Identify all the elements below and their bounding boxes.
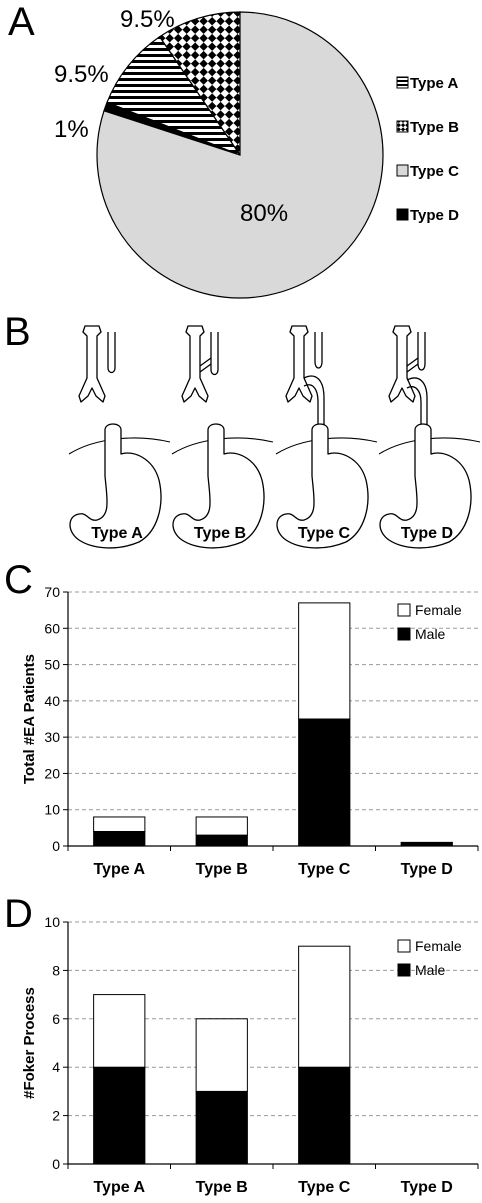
y-tick-label: 8 bbox=[52, 962, 60, 978]
bar-female-type-a bbox=[93, 994, 146, 1068]
legend-swatch bbox=[397, 627, 411, 641]
pie-slice-type-b bbox=[158, 11, 241, 157]
y-tick-label: 0 bbox=[52, 838, 60, 854]
y-tick-label: 50 bbox=[44, 657, 60, 673]
legend-swatch bbox=[396, 208, 409, 221]
pie-slice-type-a bbox=[106, 35, 242, 157]
y-tick-label: 70 bbox=[44, 584, 60, 600]
diagram-type-a bbox=[68, 325, 171, 549]
bar-chart-foker-process: 0 2 4 6 8 10 Type A Type B Type C Type D #Foker Pr… bbox=[21, 914, 479, 1196]
bar-male-type-c bbox=[298, 718, 351, 847]
y-axis-label: Total #EA Patients bbox=[21, 654, 38, 784]
legend-label: Type B bbox=[410, 119, 459, 136]
bar-female-type-c bbox=[298, 945, 351, 1068]
panel-letter-b: B bbox=[4, 310, 31, 354]
x-category-label: Type D bbox=[401, 1179, 453, 1196]
diagram-label: Type A bbox=[91, 525, 143, 542]
y-tick-label: 20 bbox=[44, 765, 60, 781]
legend-swatch bbox=[397, 603, 411, 617]
diagram-label: Type D bbox=[401, 525, 453, 542]
y-tick-label: 0 bbox=[52, 1156, 60, 1172]
legend-swatch bbox=[396, 120, 409, 133]
y-tick-label: 6 bbox=[52, 1011, 60, 1027]
pie-slice-label: 80% bbox=[240, 200, 288, 227]
x-category-label: Type A bbox=[93, 861, 145, 878]
y-tick-label: 2 bbox=[52, 1108, 60, 1124]
legend-swatch bbox=[397, 963, 411, 977]
legend-swatch bbox=[396, 164, 409, 177]
legend-label: Type D bbox=[410, 207, 459, 224]
pie-slice-label: 1% bbox=[54, 116, 89, 143]
bar-male-type-a bbox=[93, 830, 146, 847]
x-category-label: Type C bbox=[298, 861, 351, 878]
pie-slice-label: 9.5% bbox=[54, 61, 109, 88]
diagram-type-d bbox=[378, 325, 481, 549]
x-category-label: Type D bbox=[401, 861, 453, 878]
bar-male-type-b bbox=[195, 834, 248, 847]
bar-male-type-b bbox=[195, 1090, 248, 1165]
bar-female-type-b bbox=[195, 816, 248, 836]
legend-label: Female bbox=[415, 938, 462, 954]
x-category-label: Type C bbox=[298, 1179, 351, 1196]
legend-swatch bbox=[397, 939, 411, 953]
pie-slice-label: 9.5% bbox=[120, 6, 175, 33]
bar-male-type-a bbox=[93, 1066, 146, 1165]
y-tick-label: 60 bbox=[44, 620, 60, 636]
y-tick-label: 10 bbox=[44, 802, 60, 818]
ea-type-diagram: Type A Type B Type C Type D bbox=[68, 325, 481, 549]
diagram-type-c bbox=[275, 325, 378, 549]
legend-label: Male bbox=[415, 626, 446, 642]
bar-male-type-c bbox=[298, 1066, 351, 1165]
y-tick-label: 30 bbox=[44, 729, 60, 745]
bar-chart-ea-patients: 0 10 20 30 40 50 60 70 Type A Type B Type C Type D T… bbox=[21, 584, 479, 878]
x-category-label: Type B bbox=[196, 1179, 248, 1196]
pie-chart: 9.5% 9.5% 80% 1% Type A Type B Type C Type D bbox=[54, 6, 459, 299]
bar-female-type-b bbox=[195, 1018, 248, 1092]
diagram-label: Type C bbox=[298, 525, 351, 542]
bar-female-type-a bbox=[93, 816, 146, 832]
diagram-type-b bbox=[171, 325, 274, 549]
panel-letter-c: C bbox=[4, 558, 33, 602]
x-category-label: Type B bbox=[196, 861, 248, 878]
legend-label: Male bbox=[415, 962, 446, 978]
legend-label: Type C bbox=[410, 163, 459, 180]
diagram-label: Type B bbox=[194, 525, 246, 542]
bar-female-type-c bbox=[298, 602, 351, 720]
y-tick-label: 4 bbox=[52, 1059, 60, 1075]
pie-slice-type-c bbox=[96, 11, 384, 299]
y-axis-label: #Foker Process bbox=[21, 987, 38, 1099]
y-tick-label: 40 bbox=[44, 693, 60, 709]
legend-label: Female bbox=[415, 602, 462, 618]
y-tick-label: 10 bbox=[44, 914, 60, 930]
legend-swatch bbox=[396, 76, 409, 89]
panel-letter-d: D bbox=[4, 892, 33, 936]
x-category-label: Type A bbox=[93, 1179, 145, 1196]
legend-label: Type A bbox=[410, 75, 459, 92]
bar-male-type-d bbox=[400, 841, 453, 847]
panel-letter-a: A bbox=[8, 0, 35, 44]
